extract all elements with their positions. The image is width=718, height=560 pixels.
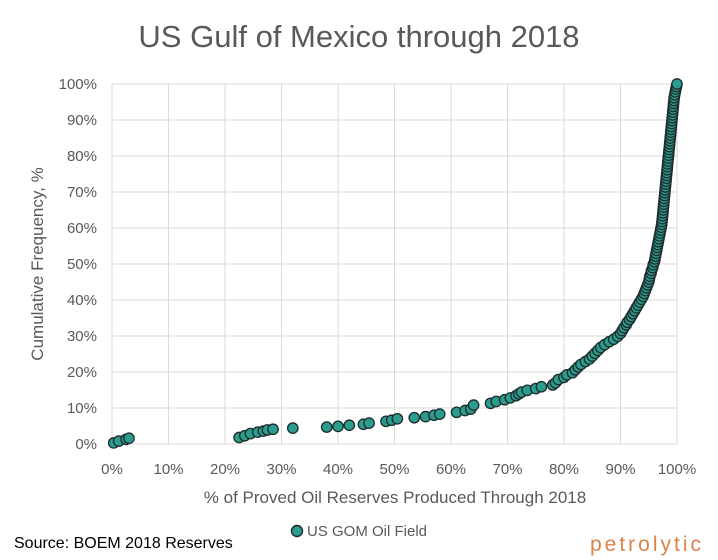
data-point xyxy=(408,411,421,424)
x-tick-label: 40% xyxy=(323,461,353,478)
brand-logo: petrolytic xyxy=(590,533,704,556)
y-tick-label: 20% xyxy=(67,364,97,381)
x-tick-label: 50% xyxy=(379,461,409,478)
source-note: Source: BOEM 2018 Reserves xyxy=(14,535,233,552)
data-point xyxy=(535,380,548,393)
x-tick-label: 0% xyxy=(101,461,123,478)
y-tick-label: 10% xyxy=(67,400,97,417)
y-tick-label: 0% xyxy=(75,436,97,453)
legend-marker xyxy=(290,524,304,538)
x-tick-label: 20% xyxy=(210,461,240,478)
x-tick-label: 100% xyxy=(658,461,696,478)
y-tick-label: 100% xyxy=(59,76,97,93)
data-point xyxy=(363,417,375,429)
x-tick-label: 80% xyxy=(549,461,579,478)
data-point xyxy=(123,432,135,445)
legend-label: US GOM Oil Field xyxy=(307,523,427,540)
x-axis-label: % of Proved Oil Reserves Produced Throug… xyxy=(204,488,586,507)
x-tick-label: 30% xyxy=(266,461,296,478)
legend: US GOM Oil Field xyxy=(290,523,427,540)
data-point xyxy=(391,412,404,425)
data-point xyxy=(343,419,356,432)
data-point xyxy=(332,420,344,433)
gridlines xyxy=(111,83,678,445)
y-tick-label: 60% xyxy=(67,220,97,237)
y-axis-ticks: 0% 10% 20% 30% 40% 50% 60% 70% 80% 90% 100% xyxy=(59,76,97,453)
x-tick-label: 90% xyxy=(605,461,635,478)
chart-title: US Gulf of Mexico through 2018 xyxy=(138,19,579,54)
y-tick-label: 70% xyxy=(67,184,97,201)
data-points xyxy=(107,78,683,449)
y-tick-label: 50% xyxy=(67,256,97,273)
y-axis-label: Cumulative Frequency, % xyxy=(28,167,47,360)
y-tick-label: 40% xyxy=(67,292,97,309)
data-point xyxy=(286,422,299,435)
data-point xyxy=(320,421,333,433)
y-tick-label: 90% xyxy=(67,112,97,129)
data-point xyxy=(433,408,446,420)
data-point xyxy=(671,78,683,90)
y-tick-label: 30% xyxy=(67,328,97,345)
x-tick-label: 60% xyxy=(436,461,466,478)
y-tick-label: 80% xyxy=(67,148,97,165)
x-tick-label: 70% xyxy=(492,461,522,478)
x-axis-ticks: 0% 10% 20% 30% 40% 50% 60% 70% 80% 90% 100% xyxy=(101,461,696,478)
data-point xyxy=(467,399,480,411)
x-tick-label: 10% xyxy=(153,461,183,478)
data-point xyxy=(267,423,279,436)
